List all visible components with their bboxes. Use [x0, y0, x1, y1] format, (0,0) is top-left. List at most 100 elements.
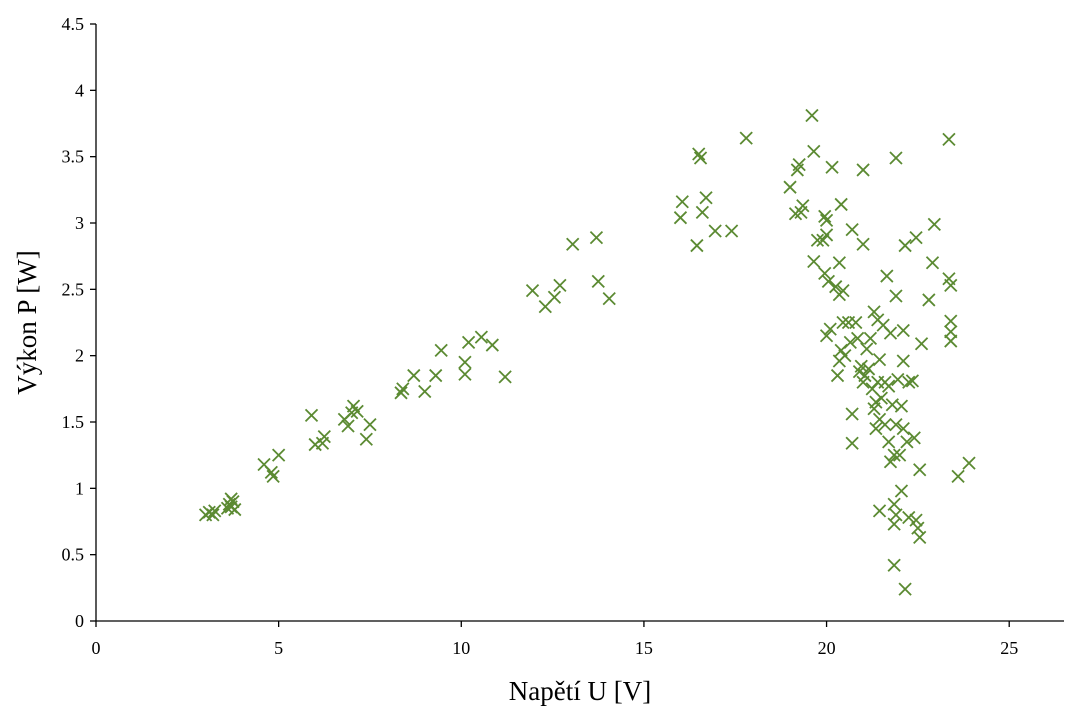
data-point [869, 421, 883, 436]
y-axis-ticks: 0 0.5 1 1.5 2 2.5 3 3.5 4 4.5 [62, 14, 96, 631]
data-point [896, 421, 910, 436]
x-axis-title: Napětí U [V] [509, 676, 651, 706]
data-point [834, 197, 848, 212]
x-tick-label: 10 [452, 638, 470, 658]
data-point [818, 266, 832, 281]
x-tick-label: 20 [818, 638, 836, 658]
data-point [872, 353, 887, 367]
data-point [429, 368, 443, 383]
data-point [872, 504, 887, 518]
data-point [909, 513, 923, 527]
data-point [675, 195, 689, 209]
data-point [396, 382, 410, 396]
data-point [810, 233, 825, 247]
y-tick-label: 0 [75, 611, 84, 631]
data-point [849, 315, 863, 330]
data-point [796, 199, 810, 213]
data-point [458, 355, 472, 369]
data-point [317, 429, 331, 444]
x-tick-label: 15 [635, 638, 653, 658]
data-point [887, 497, 901, 511]
data-point [418, 384, 432, 399]
data-point [854, 359, 868, 373]
data-point [434, 343, 448, 357]
data-point [898, 238, 912, 253]
data-point [962, 456, 976, 470]
data-point [226, 494, 240, 509]
data-point [836, 315, 850, 330]
data-point [805, 108, 819, 123]
y-tick-label: 2.5 [62, 279, 85, 299]
data-point [819, 228, 834, 242]
data-point [553, 278, 567, 292]
data-point [845, 222, 859, 237]
data-point [902, 510, 916, 525]
data-point [880, 269, 894, 283]
data-point [823, 322, 837, 336]
data-point [874, 391, 888, 405]
data-point [566, 237, 580, 251]
data-point [304, 408, 319, 423]
data-point [845, 407, 859, 421]
data-point [863, 331, 878, 346]
data-point [867, 305, 881, 319]
data-point [883, 455, 898, 469]
data-point [905, 374, 920, 388]
data-point [887, 448, 901, 462]
data-point [838, 349, 852, 363]
y-tick-label: 2 [75, 346, 84, 366]
data-point [878, 418, 892, 432]
data-point [836, 284, 850, 298]
y-tick-label: 0.5 [62, 545, 85, 565]
data-point [909, 230, 923, 245]
data-point [591, 274, 605, 289]
data-point [695, 205, 710, 220]
data-point [869, 395, 883, 409]
data-point [208, 504, 222, 518]
data-point [341, 419, 355, 433]
data-point [889, 418, 903, 432]
data-point [896, 323, 910, 338]
data-point [913, 463, 927, 477]
data-point [690, 238, 704, 253]
data-point [882, 435, 896, 449]
data-point [850, 331, 865, 346]
data-point [889, 289, 903, 303]
data-point [907, 431, 921, 445]
data-point [856, 163, 870, 177]
data-point [883, 326, 898, 340]
data-point [692, 147, 706, 161]
x-axis-ticks: 0 5 10 15 20 25 [92, 621, 1018, 658]
data-point [272, 448, 286, 462]
data-point [922, 293, 936, 307]
data-point [821, 274, 836, 289]
data-point [407, 368, 421, 383]
data-point [914, 337, 929, 351]
data-point [819, 213, 834, 227]
y-tick-label: 4 [75, 80, 84, 100]
data-point [724, 224, 739, 238]
data-point [708, 224, 722, 238]
data-point [860, 342, 874, 356]
data-point [896, 354, 910, 368]
data-point [894, 399, 909, 413]
data-point [693, 151, 708, 165]
data-point [739, 131, 753, 145]
data-point [889, 151, 903, 165]
data-point [264, 465, 278, 480]
y-tick-label: 3.5 [62, 147, 85, 167]
x-tick-label: 25 [1000, 638, 1018, 658]
data-point [832, 256, 846, 270]
data-point [547, 290, 562, 304]
data-point [902, 375, 916, 389]
data-point [699, 191, 713, 205]
data-point [783, 180, 797, 194]
data-point [807, 144, 821, 158]
data-point [830, 368, 845, 383]
data-point [807, 254, 821, 269]
data-point [944, 325, 958, 339]
data-point [858, 368, 872, 383]
data-point [944, 314, 958, 328]
y-tick-label: 4.5 [62, 14, 85, 34]
data-point [474, 330, 489, 344]
